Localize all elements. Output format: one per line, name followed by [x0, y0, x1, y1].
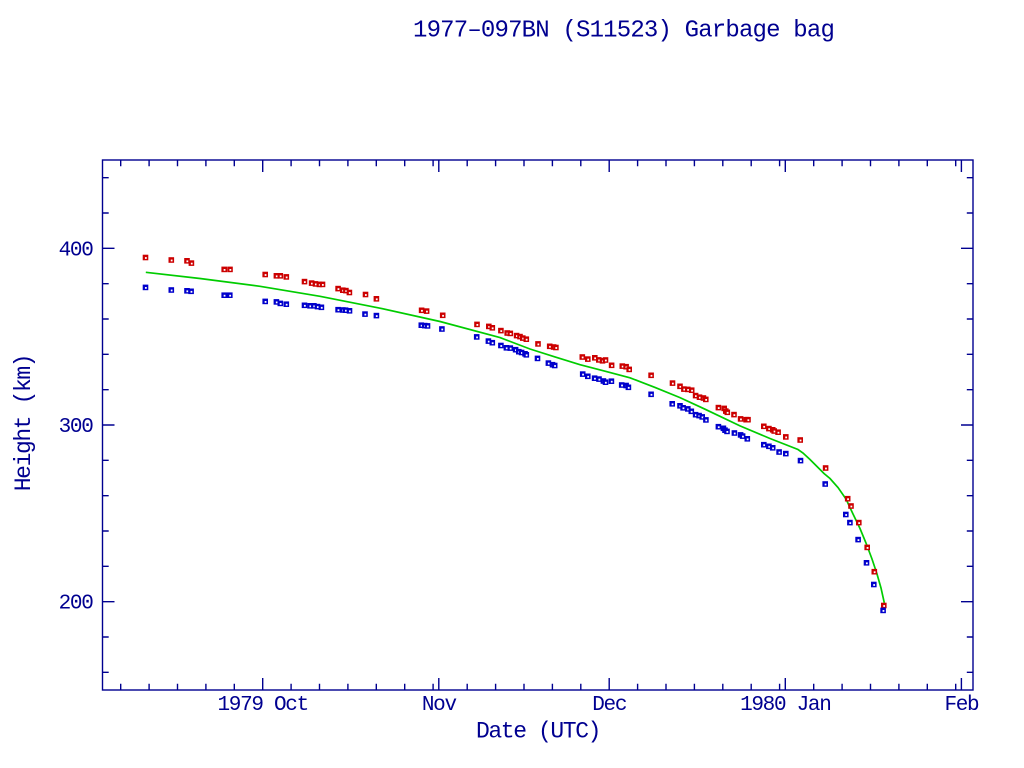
- svg-text:300: 300: [59, 416, 94, 439]
- svg-text:1977–097BN (S11523) Garbage ba: 1977–097BN (S11523) Garbage bag: [413, 18, 834, 45]
- svg-text:Dec: Dec: [592, 694, 627, 717]
- svg-text:400: 400: [59, 239, 94, 262]
- svg-text:1980 Jan: 1980 Jan: [740, 694, 830, 717]
- svg-text:200: 200: [59, 593, 94, 616]
- svg-text:1979 Oct: 1979 Oct: [217, 694, 307, 717]
- svg-text:Feb: Feb: [944, 694, 979, 717]
- svg-text:Height (km): Height (km): [11, 355, 37, 491]
- svg-text:Nov: Nov: [422, 694, 457, 717]
- svg-text:Date (UTC): Date (UTC): [476, 719, 600, 745]
